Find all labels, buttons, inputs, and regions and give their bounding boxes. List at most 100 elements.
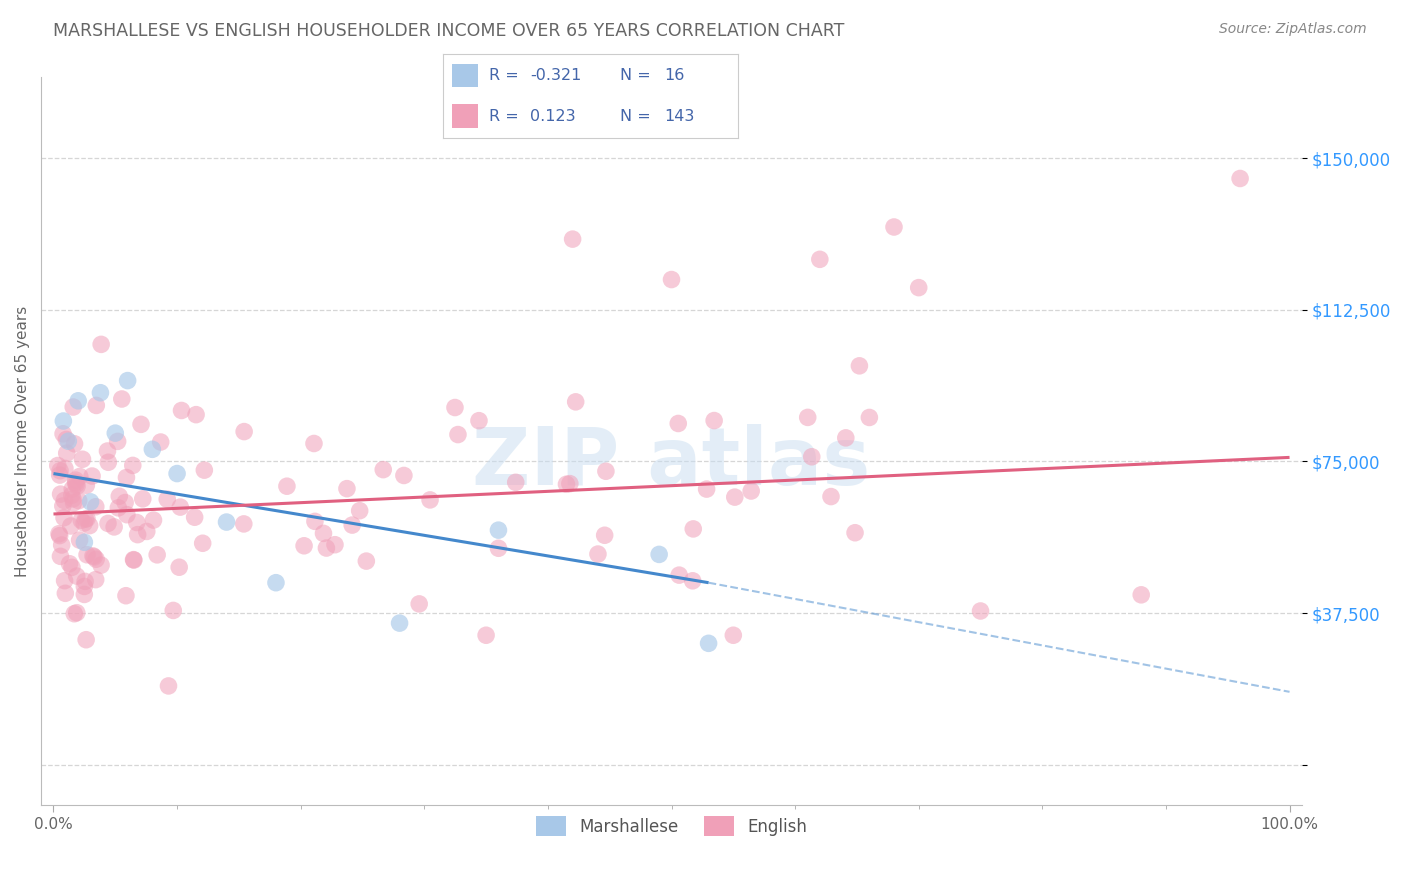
Point [661,272,683,286]
Point [561,232,583,246]
Bar [451,104,478,128]
Point [75,512,97,526]
Point [169,500,191,515]
Point [90,337,112,351]
Point [48,528,70,542]
Point [149,435,172,450]
Point [668,568,690,582]
Text: N =: N = [620,109,651,124]
Point [162,603,184,617]
Text: Source: ZipAtlas.com: Source: ZipAtlas.com [1219,22,1367,37]
Point [315,541,337,555]
Point [666,417,689,431]
Point [183,510,205,524]
Point [53,574,76,588]
Text: 16: 16 [665,68,685,83]
Point [53,493,76,508]
Point [122,552,145,566]
Text: MARSHALLESE VS ENGLISH HOUSEHOLDER INCOME OVER 65 YEARS CORRELATION CHART: MARSHALLESE VS ENGLISH HOUSEHOLDER INCOM… [53,22,845,40]
Point [48,526,70,541]
Point [408,597,430,611]
Point [232,516,254,531]
Text: 143: 143 [665,109,695,124]
Point [79,518,101,533]
Point [115,508,138,522]
Point [76,548,98,562]
Point [388,616,411,631]
Point [76,511,98,525]
Point [167,560,190,574]
Point [62,496,84,510]
Point [373,462,395,476]
Point [844,525,866,540]
Text: -0.321: -0.321 [530,68,581,83]
Point [132,491,155,506]
Point [58,434,80,449]
Point [1229,171,1251,186]
Point [564,394,586,409]
Point [49,487,72,501]
Point [103,520,125,534]
Point [75,574,97,589]
Point [55,446,77,460]
Bar [451,63,478,87]
Point [73,535,96,549]
Point [53,461,76,475]
Point [66,606,89,620]
Legend: Marshallese, English: Marshallese, English [527,808,815,844]
Point [63,607,86,621]
Point [593,528,616,542]
Point [46,458,69,473]
Point [69,533,91,547]
Point [696,482,718,496]
Point [336,482,359,496]
Point [121,458,143,473]
Point [340,518,363,533]
Point [555,477,578,491]
Point [135,524,157,539]
Point [146,548,169,562]
Point [73,587,96,601]
Point [97,516,120,531]
Point [304,515,326,529]
Point [115,470,138,484]
Point [488,541,510,556]
Text: R =: R = [489,68,519,83]
Point [323,538,346,552]
Point [89,385,111,400]
Point [125,516,148,530]
Point [65,475,87,490]
Point [75,478,97,492]
Point [142,513,165,527]
Point [84,573,107,587]
Point [79,495,101,509]
Point [73,516,96,530]
Point [107,500,129,515]
Point [392,468,415,483]
Point [349,504,371,518]
Point [60,482,83,496]
Point [108,489,131,503]
Point [808,252,831,267]
Point [157,679,180,693]
Point [233,425,256,439]
Point [468,414,491,428]
Point [117,374,139,388]
Point [682,574,704,588]
Point [129,417,152,432]
Point [62,491,84,506]
Point [60,488,83,502]
Point [724,490,747,504]
Point [97,455,120,469]
Text: ZIP atlas: ZIP atlas [472,424,870,502]
Point [75,632,97,647]
Text: R =: R = [489,109,519,124]
Point [312,526,335,541]
Text: 0.123: 0.123 [530,109,575,124]
Point [184,408,207,422]
Point [193,463,215,477]
Point [84,500,107,514]
Point [107,434,129,449]
Text: N =: N = [620,68,651,83]
Point [835,431,858,445]
